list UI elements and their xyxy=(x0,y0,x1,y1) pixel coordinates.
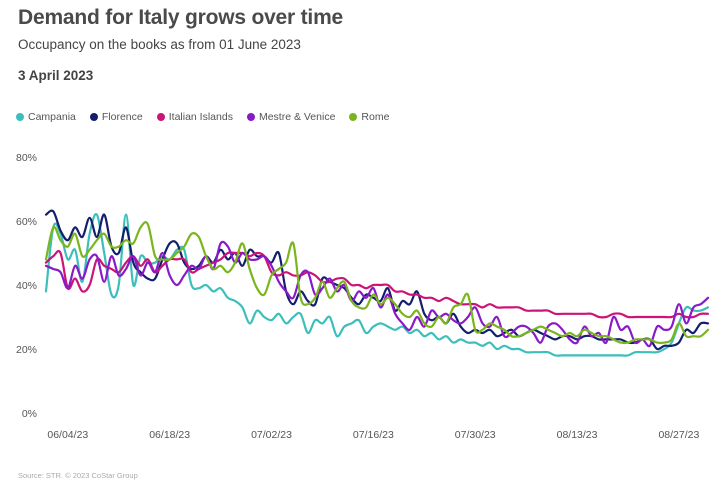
report-date: 3 April 2023 xyxy=(18,68,94,83)
y-tick-label: 80% xyxy=(16,152,37,164)
chart-subtitle: Occupancy on the books as from 01 June 2… xyxy=(18,37,301,52)
y-tick-label: 40% xyxy=(16,280,37,292)
x-tick-label: 08/27/23 xyxy=(658,429,699,441)
x-tick-label: 06/18/23 xyxy=(149,429,190,441)
series-line-italian-islands xyxy=(44,249,710,319)
x-tick-label: 08/13/23 xyxy=(557,429,598,441)
legend-label: Mestre & Venice xyxy=(258,111,336,123)
legend-dot-icon xyxy=(156,113,165,121)
series-line-rome xyxy=(44,221,710,345)
y-tick-label: 0% xyxy=(22,408,37,420)
x-tick-label: 07/02/23 xyxy=(251,429,292,441)
legend-item-mestre-venice: Mestre & Venice xyxy=(246,111,336,123)
x-tick-label: 06/04/23 xyxy=(47,429,88,441)
legend-dot-icon xyxy=(349,113,358,121)
series-line-campania xyxy=(44,212,710,357)
legend-label: Florence xyxy=(101,111,143,123)
legend-item-italian-islands: Italian Islands xyxy=(156,111,233,123)
legend-label: Campania xyxy=(28,111,76,123)
legend-item-campania: Campania xyxy=(16,111,76,123)
legend-item-florence: Florence xyxy=(89,111,143,123)
source-note: Source: STR. © 2023 CoStar Group xyxy=(18,471,138,480)
series-line-florence xyxy=(44,209,710,351)
y-tick-label: 20% xyxy=(16,344,37,356)
legend-label: Rome xyxy=(361,111,390,123)
legend-dot-icon xyxy=(16,113,24,121)
legend: Campania Florence Italian Islands Mestre & … xyxy=(16,111,403,123)
chart-title: Demand for Italy grows over time xyxy=(18,6,344,29)
legend-dot-icon xyxy=(246,113,255,121)
legend-label: Italian Islands xyxy=(168,111,233,123)
legend-item-rome: Rome xyxy=(349,111,389,123)
legend-dot-icon xyxy=(89,113,98,121)
y-tick-label: 60% xyxy=(16,216,37,228)
x-tick-label: 07/16/23 xyxy=(353,429,394,441)
x-tick-label: 07/30/23 xyxy=(455,429,496,441)
